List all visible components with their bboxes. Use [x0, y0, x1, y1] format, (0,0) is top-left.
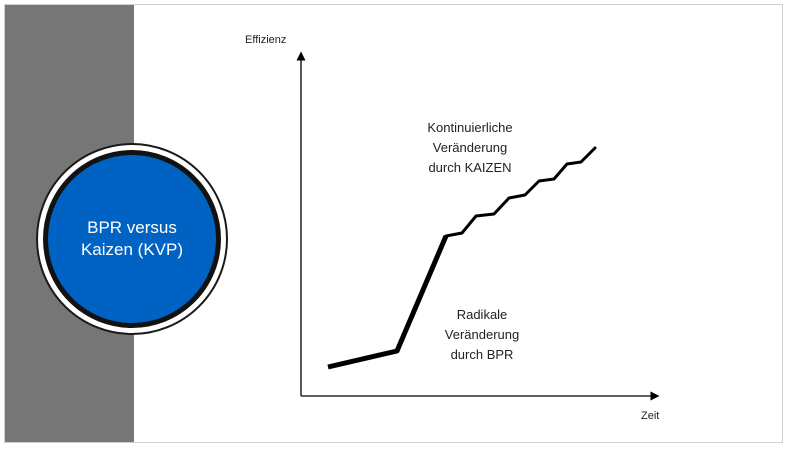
bpr-curve	[327, 235, 449, 370]
bpr-label-line-1: Radikale	[456, 307, 508, 322]
kaizen-curve	[444, 146, 597, 238]
kaizen-label-line-2: Veränderung	[432, 140, 508, 155]
kaizen-label: Kontinuierliche Veränderung durch KAIZEN	[395, 118, 545, 178]
title-circle: BPR versus Kaizen (KVP)	[43, 150, 221, 328]
bpr-label-line-2: Veränderung	[444, 327, 520, 342]
bpr-label: Radikale Veränderung durch BPR	[417, 305, 547, 365]
title-text: BPR versus Kaizen (KVP)	[57, 217, 207, 261]
kaizen-label-line-1: Kontinuierliche	[427, 120, 513, 135]
title-line-2: Kaizen (KVP)	[80, 240, 184, 259]
kaizen-label-line-3: durch KAIZEN	[428, 160, 512, 175]
title-line-1: BPR versus	[87, 218, 177, 237]
x-axis-label: Zeit	[641, 410, 660, 422]
y-axis-label: Effizienz	[245, 34, 287, 46]
bpr-label-line-3: durch BPR	[450, 347, 514, 362]
